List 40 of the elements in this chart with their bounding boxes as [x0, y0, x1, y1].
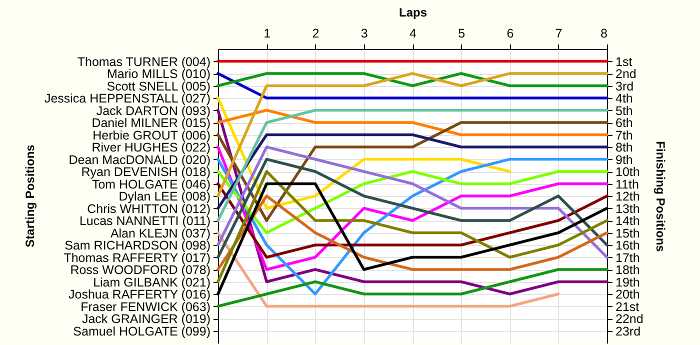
x-tick-label: 6 — [506, 26, 514, 40]
line-series — [216, 194, 608, 271]
x-tick-label: 7 — [555, 26, 562, 40]
line-series — [216, 182, 608, 259]
x-tick-label: 3 — [360, 26, 368, 40]
y2-tick-label: 16th — [616, 238, 640, 252]
y2-tick-label: 6th — [616, 116, 633, 130]
y2-tick-label: 14th — [616, 214, 640, 228]
y2-tick-label: 9th — [616, 152, 633, 167]
y2-tick-label: 21st — [616, 300, 640, 314]
y2-tick-label: 7th — [616, 128, 633, 142]
text: Starting Positions — [23, 144, 37, 248]
y2-tick-label: 11th — [616, 177, 639, 192]
y2-tick-label: 3rd — [616, 79, 634, 94]
y2-tick-label: 20th — [616, 288, 640, 302]
y2-tick-label: 4th — [616, 92, 633, 106]
y2-tick-label: 12th — [616, 190, 640, 204]
y2-tick-label: 2nd — [616, 67, 636, 81]
y2-tick-label: 8th — [616, 140, 633, 154]
y2-tick-label: 5th — [616, 104, 633, 118]
y2-tick-label: 23rd — [616, 324, 641, 338]
x-tick-label: 4 — [410, 26, 417, 40]
line-series — [216, 170, 608, 234]
x-tick-label: 5 — [458, 26, 466, 40]
y2-tick-label: 17th — [616, 250, 640, 265]
y2-tick-label: 15th — [616, 226, 640, 240]
x-axis-title: Laps — [398, 6, 428, 20]
line-series — [216, 268, 608, 308]
category-label: Thomas TURNER (004) — [77, 54, 210, 69]
y2-tick-label: 13th — [616, 202, 640, 216]
y2-tick-label: 19th — [616, 275, 640, 290]
x-tick-label: 2 — [312, 26, 320, 40]
line-series — [216, 170, 608, 284]
y2-tick-label: 1st — [616, 54, 633, 69]
y2-tick-label: 22nd — [616, 312, 644, 326]
y2-tick-label: 18th — [616, 263, 640, 277]
x-tick-label: 1 — [264, 26, 271, 40]
y2-axis-title: Finishing Positions — [653, 141, 668, 252]
x-tick-label: 8 — [600, 26, 608, 40]
y2-tick-label: 10th — [616, 165, 640, 179]
